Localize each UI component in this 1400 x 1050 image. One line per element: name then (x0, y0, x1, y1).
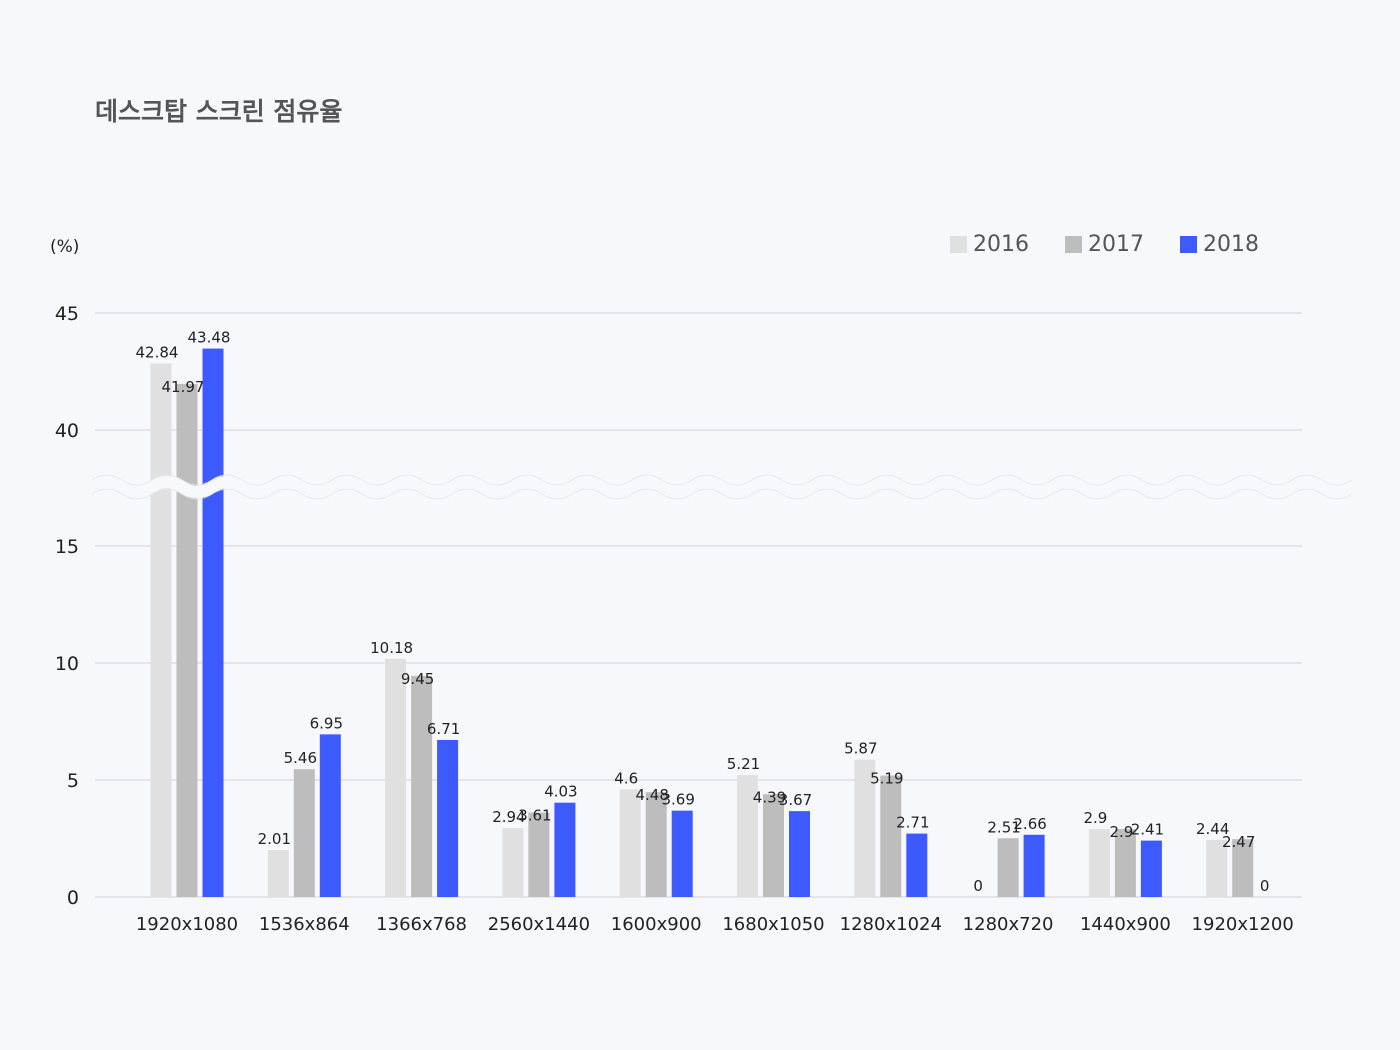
bar-2016 (737, 775, 758, 897)
bar-2017 (880, 775, 902, 897)
data-label: 5.19 (870, 770, 903, 788)
data-label: 6.95 (310, 714, 343, 732)
data-label: 43.48 (188, 329, 231, 347)
legend-item-2017: 2017 (1065, 232, 1144, 257)
y-axis-unit: (%) (50, 237, 80, 257)
data-label: 42.84 (136, 344, 179, 362)
data-label: 6.71 (427, 720, 460, 738)
legend-label: 2016 (973, 232, 1029, 257)
bar-2016 (1206, 839, 1228, 897)
data-label: 2.41 (1131, 821, 1164, 839)
data-label: 0 (973, 877, 983, 895)
x-tick-label: 1366x768 (376, 914, 467, 935)
bar-2017 (1114, 829, 1136, 897)
data-label: 3.61 (518, 807, 551, 825)
bar-2017 (645, 792, 667, 897)
legend-label: 2017 (1088, 232, 1144, 257)
axis-break-edge (91, 474, 1353, 486)
chart-title: 데스크탑 스크린 점유율 (95, 97, 343, 126)
data-label: 2.47 (1222, 833, 1255, 851)
bar-2016 (854, 759, 876, 897)
data-label: 2.01 (258, 830, 291, 848)
legend-swatch (1180, 236, 1197, 253)
bar-2016 (502, 828, 524, 897)
data-label: 4.48 (635, 786, 668, 804)
bar-2018 (554, 802, 576, 897)
x-tick-label: 2560x1440 (488, 914, 590, 935)
data-label: 2.94 (492, 808, 525, 826)
data-label: 4.03 (544, 783, 577, 801)
x-tick-label: 1680x1050 (722, 914, 824, 935)
bar-2017 (763, 794, 784, 897)
x-tick-label: 1536x864 (259, 914, 350, 935)
data-label: 2.71 (896, 814, 929, 832)
data-label: 2.66 (1013, 815, 1046, 833)
data-label: 4.39 (753, 788, 786, 806)
axis-break-edge (91, 488, 1353, 500)
x-tick-label: 1280x720 (963, 914, 1054, 935)
bar-2018 (906, 833, 928, 897)
bar-2017 (997, 838, 1019, 897)
data-label: 2.9 (1083, 809, 1107, 827)
bar-2018 (202, 348, 224, 897)
legend: 2016 2017 2018 (950, 232, 1259, 257)
y-tick-label: 10 (55, 653, 79, 675)
data-label: 9.45 (401, 670, 434, 688)
axis-break (88, 476, 1356, 498)
x-tick-label: 1920x1200 (1192, 914, 1294, 935)
bar-2018 (789, 811, 810, 897)
data-label: 2.51 (987, 818, 1020, 836)
bar-2017 (411, 675, 433, 897)
x-tick-label: 1920x1080 (136, 914, 238, 935)
bar-2016 (267, 849, 289, 897)
bar-2017 (176, 383, 198, 898)
data-label: 5.46 (284, 749, 317, 767)
y-tick-label: 45 (55, 303, 79, 325)
bar-2016 (1088, 829, 1110, 897)
bar-2017 (293, 769, 315, 897)
bar-2018 (671, 810, 693, 897)
data-label: 5.21 (727, 755, 760, 773)
x-tick-label: 1440x900 (1080, 914, 1171, 935)
bar-2018 (319, 734, 341, 897)
bar-2017 (528, 812, 550, 897)
y-tick-label: 0 (67, 887, 79, 909)
data-label: 2.44 (1196, 820, 1229, 838)
bar-2018 (1023, 834, 1045, 897)
data-label: 4.6 (614, 769, 638, 787)
data-label: 10.18 (370, 639, 413, 657)
bar-2017 (1232, 839, 1254, 897)
bar-2016 (150, 363, 172, 897)
bar-2018 (437, 739, 459, 897)
bar-2016 (385, 658, 407, 897)
data-label: 41.97 (162, 378, 205, 396)
data-label: 0 (1260, 877, 1270, 895)
bar-2018 (1140, 840, 1162, 897)
y-tick-label: 40 (55, 420, 79, 442)
data-label: 3.67 (779, 791, 812, 809)
legend-item-2018: 2018 (1180, 232, 1259, 257)
data-label: 5.87 (844, 740, 877, 758)
legend-swatch (950, 236, 967, 253)
y-tick-label: 5 (67, 770, 79, 792)
data-label: 3.69 (661, 791, 694, 809)
legend-swatch (1065, 236, 1082, 253)
legend-label: 2018 (1203, 232, 1259, 257)
bar-2016 (619, 789, 641, 897)
legend-item-2016: 2016 (950, 232, 1029, 257)
x-tick-label: 1280x1024 (840, 914, 942, 935)
x-tick-label: 1600x900 (611, 914, 702, 935)
data-label: 2.9 (1109, 823, 1133, 841)
y-tick-label: 15 (55, 536, 79, 558)
